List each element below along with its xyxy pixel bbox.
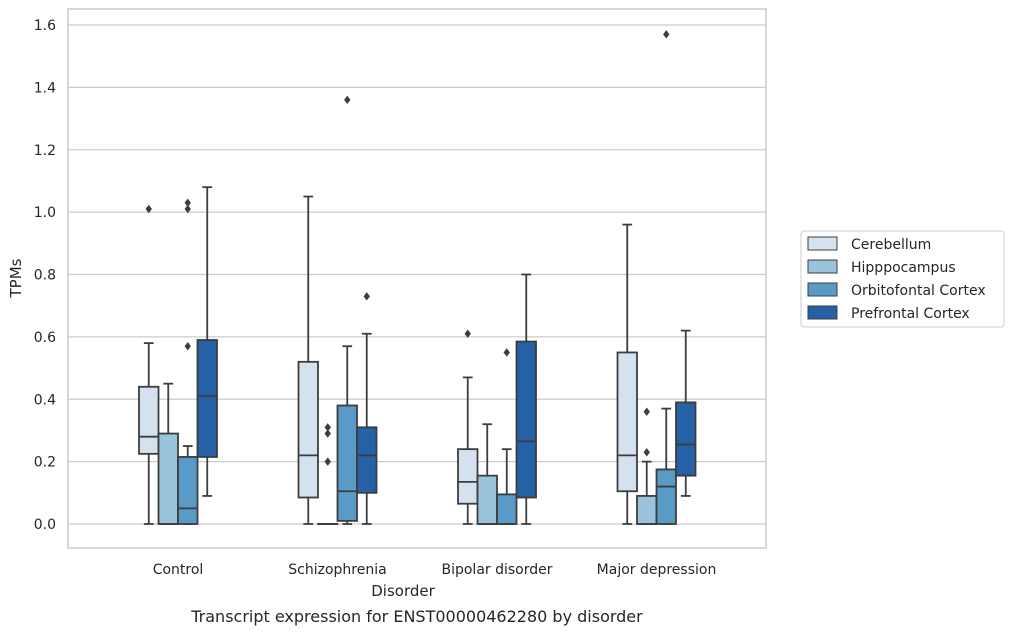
box-prefrontal-cortex <box>675 329 697 497</box>
legend-label: Prefrontal Cortex <box>851 306 970 322</box>
iqr-box <box>616 351 638 493</box>
y-tick-label: 1.0 <box>34 205 56 221</box>
y-tick-label: 0.0 <box>34 517 56 533</box>
y-axis-title: TPMs <box>7 258 25 298</box>
box-orbitofontal-cortex <box>496 348 518 525</box>
outlier-point <box>184 204 191 214</box>
outlier-point <box>324 457 331 466</box>
x-tick-labels: Control Schizophrenia Bipolar disorder Majo… <box>153 562 717 578</box>
iqr-box <box>655 468 677 525</box>
outlier-point <box>184 342 191 351</box>
legend-label: Cerebellum <box>851 237 931 253</box>
box-groups <box>138 30 697 525</box>
iqr-box <box>177 456 199 525</box>
outlier-point <box>363 292 370 301</box>
legend-swatch <box>807 282 838 297</box>
iqr-box <box>476 474 498 525</box>
box-cerebellum <box>616 223 638 525</box>
x-tick-label: Control <box>153 562 204 578</box>
iqr-box <box>336 404 358 522</box>
box-cerebellum <box>138 204 160 525</box>
outlier-point <box>145 204 152 214</box>
box-hipppocampus <box>636 407 658 525</box>
outlier-point <box>643 407 650 416</box>
iqr-box <box>675 401 697 477</box>
box-hipppocampus <box>317 423 339 525</box>
iqr-box <box>138 385 160 455</box>
y-tick-labels: 0.0 0.2 0.4 0.6 0.8 1.0 1.2 1.4 1.6 <box>34 18 56 533</box>
legend-frame <box>800 230 1005 328</box>
y-tick-label: 0.2 <box>34 455 56 471</box>
box-prefrontal-cortex <box>196 186 218 497</box>
iqr-box <box>297 360 319 499</box>
box-cerebellum <box>457 329 479 525</box>
outlier-point <box>324 423 331 432</box>
outlier-point <box>324 429 331 438</box>
box-hipppocampus <box>157 382 179 525</box>
legend-swatch <box>807 305 838 320</box>
y-tick-label: 0.8 <box>34 268 56 284</box>
y-tick-label: 0.4 <box>34 392 56 408</box>
x-tick-label: Schizophrenia <box>288 562 386 578</box>
y-tick-label: 1.6 <box>34 18 56 34</box>
y-tick-label: 0.6 <box>34 330 56 346</box>
outlier-point <box>643 448 650 457</box>
iqr-box <box>496 493 518 525</box>
legend: Cerebellum Hipppocampus Orbitofontal Corte… <box>800 230 1005 328</box>
legend-swatch <box>807 236 838 251</box>
y-tick-label: 1.2 <box>34 143 56 159</box>
iqr-box <box>157 432 179 525</box>
outlier-point <box>663 30 670 39</box>
box-orbitofontal-cortex <box>655 30 677 525</box>
outlier-point <box>503 348 510 357</box>
box-prefrontal-cortex <box>515 273 537 525</box>
x-axis-title: Disorder <box>371 582 435 600</box>
iqr-box <box>457 448 479 505</box>
iqr-box <box>636 495 658 525</box>
iqr-box <box>515 340 537 499</box>
legend-label: Orbitofontal Cortex <box>851 283 986 299</box>
box-orbitofontal-cortex <box>177 198 199 525</box>
legend-label: Hipppocampus <box>851 260 956 276</box>
box-prefrontal-cortex <box>356 292 378 525</box>
x-tick-label: Major depression <box>597 562 717 578</box>
outlier-point <box>464 329 471 338</box>
x-tick-label: Bipolar disorder <box>441 562 552 578</box>
chart-caption: Transcript expression for ENST0000046228… <box>190 607 643 626</box>
y-tick-label: 1.4 <box>34 80 56 96</box>
iqr-box <box>356 426 378 494</box>
outlier-point <box>184 198 191 207</box>
outlier-point <box>344 95 351 105</box>
iqr-box <box>196 339 218 458</box>
box-cerebellum <box>297 195 319 525</box>
legend-swatch <box>807 259 838 274</box>
